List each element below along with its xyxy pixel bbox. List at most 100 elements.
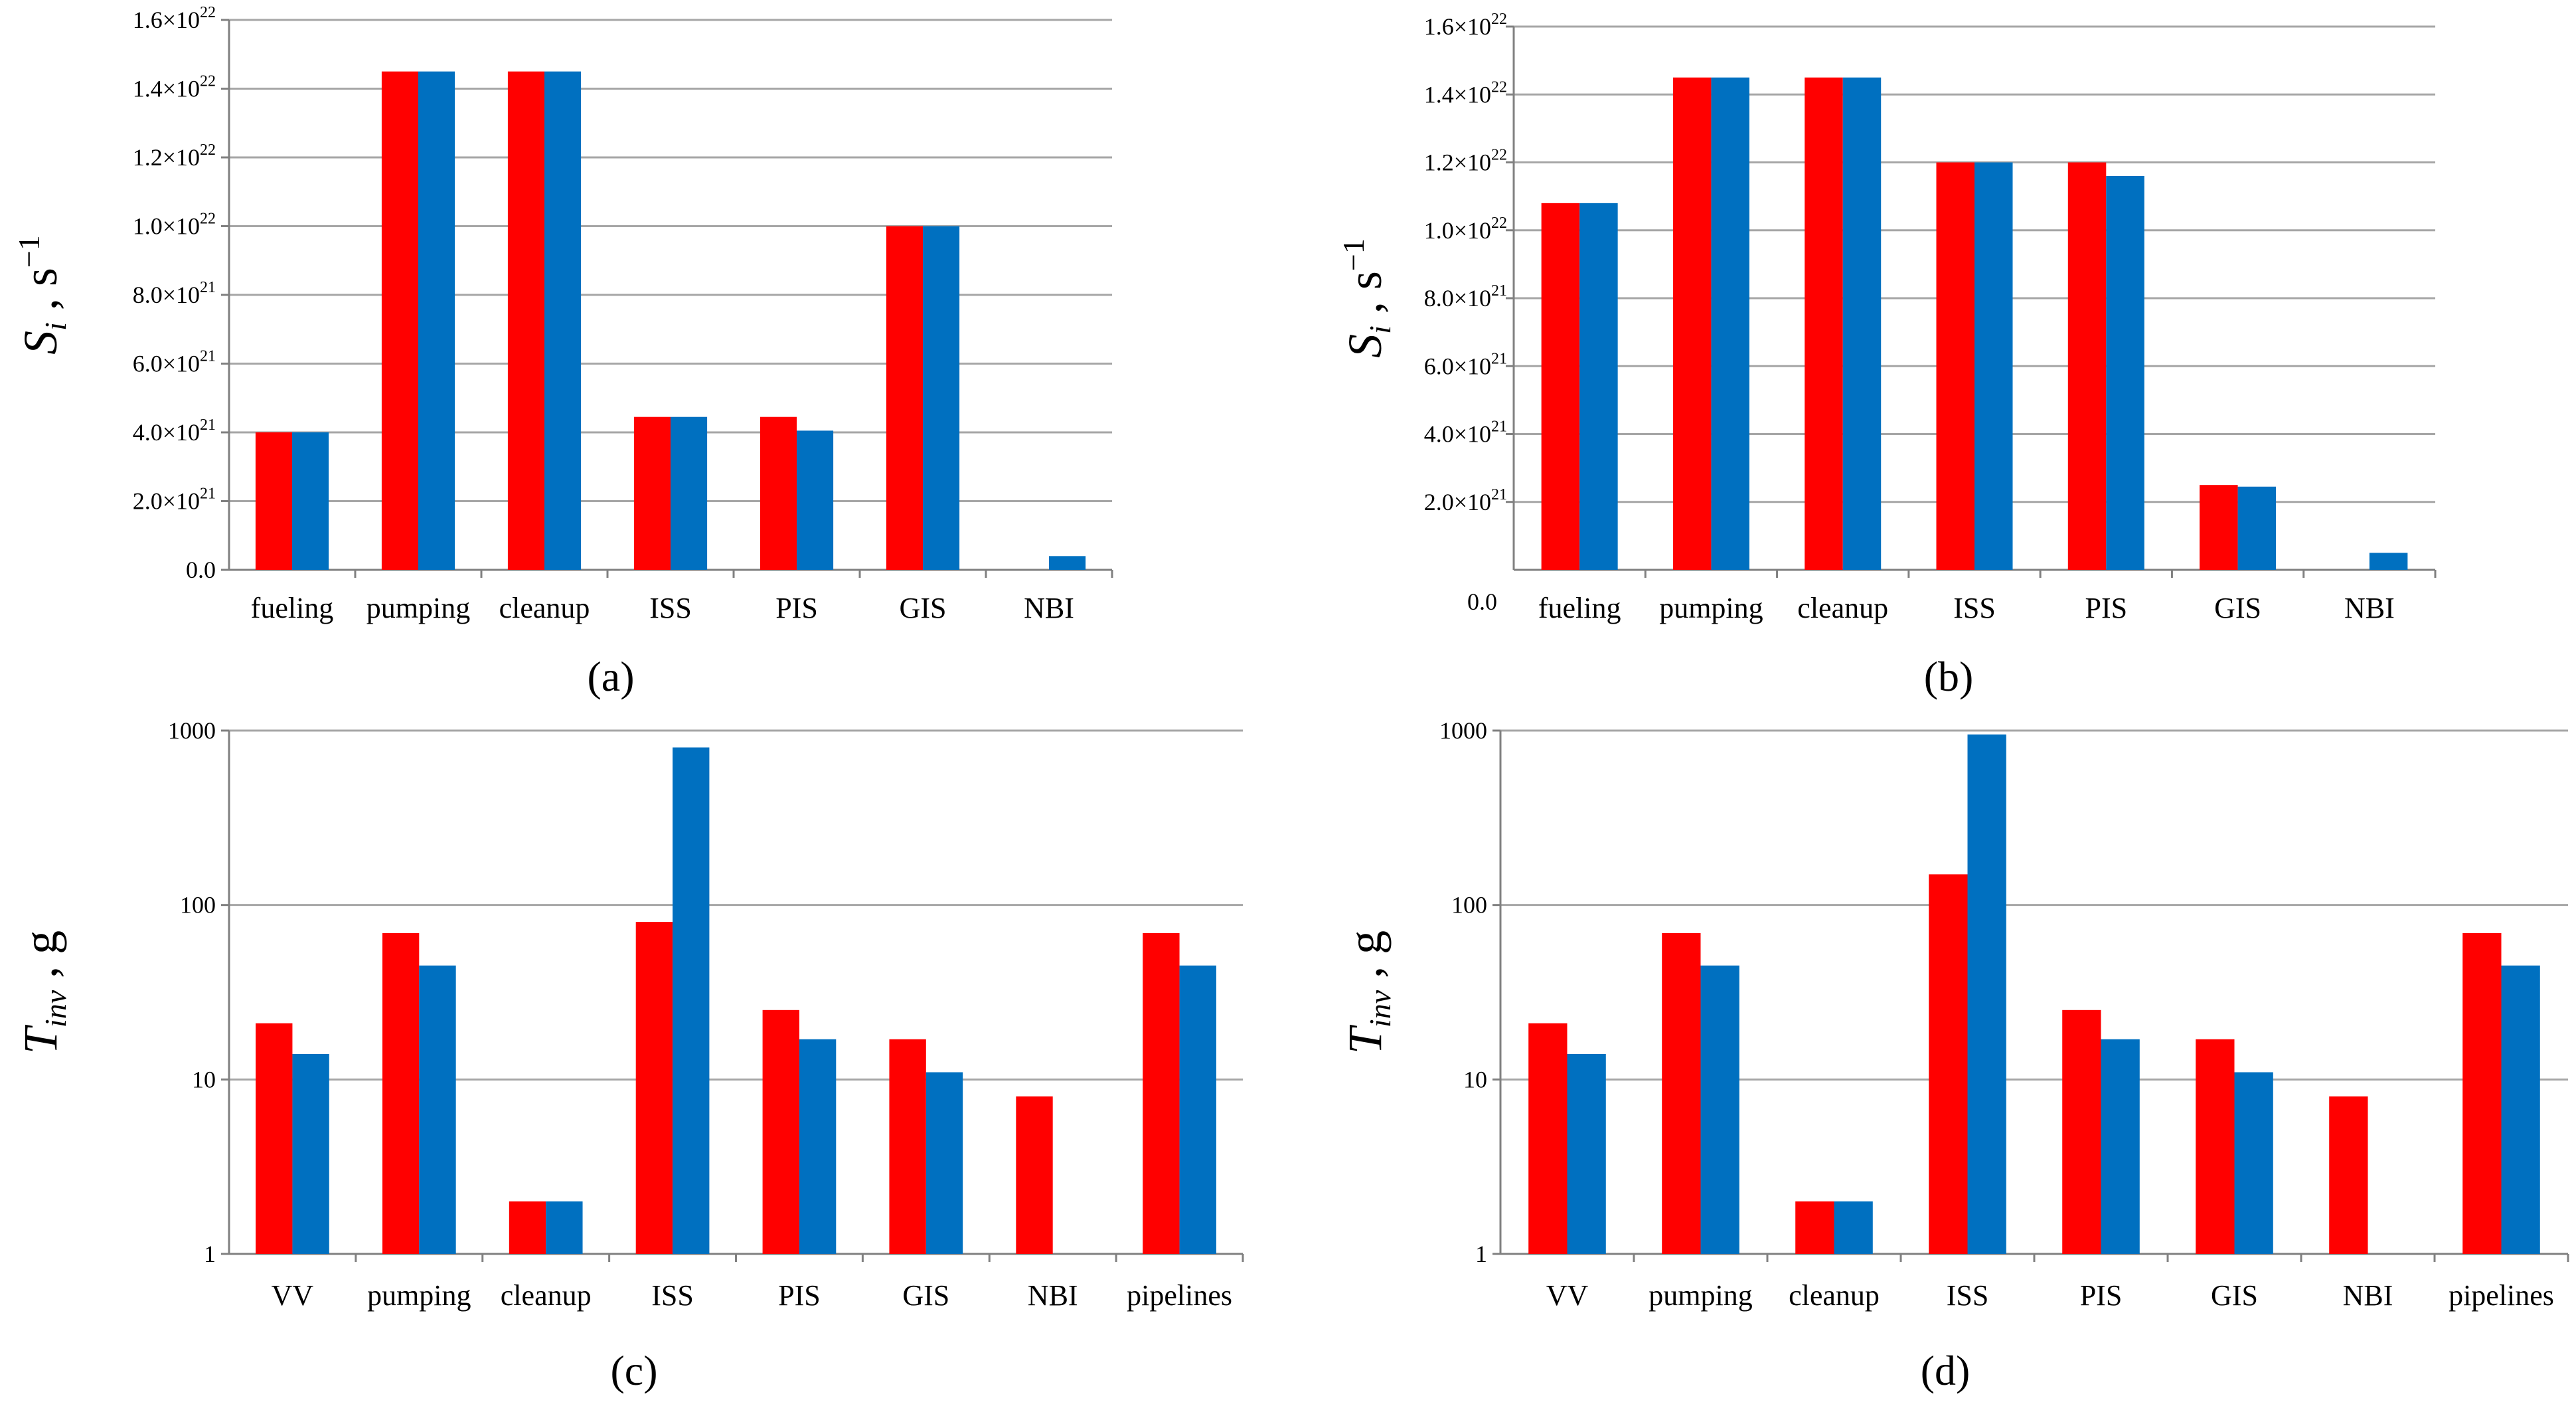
y-tick-text: 1 xyxy=(1475,1241,1487,1267)
y-tick-exponent: 21 xyxy=(200,279,216,296)
y-tick-label: 6.0×1021 xyxy=(133,348,216,377)
bar-red-pis xyxy=(2067,162,2107,570)
y-tick-text: 10 xyxy=(192,1066,216,1093)
y-tick-text: 10 xyxy=(1463,1066,1487,1093)
y-tick-mantissa: 8.0×10 xyxy=(1424,285,1491,311)
y-tick-exponent: 22 xyxy=(1491,11,1507,28)
panel-label: (a) xyxy=(587,653,634,700)
y-tick-exponent: 21 xyxy=(1491,418,1507,436)
bar-blue-pumping xyxy=(1711,77,1749,570)
y-tick-label: 1 xyxy=(1475,1241,1487,1267)
bar-red-pumping xyxy=(1672,77,1712,570)
y-tick-label: 1000 xyxy=(1439,717,1487,744)
y-tick-mantissa: 1.6×10 xyxy=(133,7,200,33)
y-tick-text: 100 xyxy=(1451,892,1487,919)
y-tick-label: 1.2×1022 xyxy=(1424,147,1507,176)
x-category-label: PIS xyxy=(775,592,818,624)
bar-red-cleanup xyxy=(1795,1201,1834,1254)
y-label-subscript: inv xyxy=(39,990,72,1027)
y-tick-exponent: 21 xyxy=(1491,486,1507,503)
bar-red-pipelines xyxy=(2462,932,2502,1254)
bar-red-vv xyxy=(1528,1023,1568,1254)
y-axis-label: Si , s−1 xyxy=(1336,238,1397,358)
x-category-label: pumping xyxy=(1659,592,1763,624)
y-tick-label: 1.0×1022 xyxy=(133,211,216,240)
panel-label: (b) xyxy=(1924,653,1974,700)
bar-blue-pis xyxy=(797,430,834,570)
x-category-label: pipelines xyxy=(2449,1279,2554,1312)
bar-red-cleanup xyxy=(509,1201,546,1254)
bar-red-pis xyxy=(760,416,797,570)
bar-blue-pumping xyxy=(419,965,456,1254)
y-tick-exponent: 21 xyxy=(200,348,216,365)
x-category-label: fueling xyxy=(251,592,334,624)
bar-red-iss xyxy=(1936,162,1974,570)
x-category-label: NBI xyxy=(1028,1279,1078,1312)
y-tick-label-zero: 0.0 xyxy=(1467,588,1497,615)
bar-blue-nbi xyxy=(1049,556,1086,570)
y-tick-label: 1.2×1022 xyxy=(133,141,216,171)
bar-blue-gis xyxy=(2237,486,2277,570)
bar-red-iss xyxy=(1929,874,1968,1254)
y-tick-label: 100 xyxy=(1451,892,1487,919)
y-tick-text: 100 xyxy=(180,892,216,919)
y-tick-mantissa: 6.0×10 xyxy=(133,351,200,377)
bar-blue-nbi xyxy=(2369,553,2408,570)
y-tick-label: 6.0×1021 xyxy=(1424,350,1507,379)
bar-blue-iss xyxy=(673,747,710,1254)
x-category-label: pipelines xyxy=(1127,1279,1232,1312)
bar-red-pumping xyxy=(382,932,420,1254)
x-category-label: fueling xyxy=(1538,592,1621,624)
bar-blue-pumping xyxy=(1700,965,1739,1254)
bar-blue-vv xyxy=(292,1053,329,1254)
y-label-subscript: inv xyxy=(1363,990,1397,1027)
y-tick-mantissa: 6.0×10 xyxy=(1424,353,1491,379)
y-tick-mantissa: 4.0×10 xyxy=(133,419,200,446)
x-category-label: ISS xyxy=(651,1279,694,1312)
bar-red-cleanup xyxy=(507,71,544,570)
y-tick-mantissa: 1.4×10 xyxy=(1424,81,1491,108)
panel-label: (c) xyxy=(610,1347,657,1394)
x-category-label: cleanup xyxy=(1789,1279,1880,1312)
y-tick-label: 1.6×1022 xyxy=(133,4,216,33)
x-category-label: PIS xyxy=(778,1279,821,1312)
y-tick-label: 1000 xyxy=(168,717,216,744)
y-tick-exponent: 22 xyxy=(1491,147,1507,164)
y-tick-label: 4.0×1021 xyxy=(133,416,216,446)
chart-panel-a: 0.02.0×10214.0×10216.0×10218.0×10211.0×1… xyxy=(12,4,1113,700)
bar-blue-iss xyxy=(671,416,708,570)
y-tick-exponent: 21 xyxy=(200,485,216,503)
y-label-symbol: S xyxy=(1338,334,1392,358)
bar-blue-iss xyxy=(1974,162,2013,570)
bar-blue-pis xyxy=(2101,1039,2140,1254)
y-tick-mantissa: 1.0×10 xyxy=(133,213,200,240)
y-label-unit: , g xyxy=(1338,930,1392,990)
y-tick-exponent: 21 xyxy=(1491,282,1507,300)
y-label-unit: , g xyxy=(14,930,67,990)
x-category-label: pumping xyxy=(367,1279,471,1312)
y-label-subscript: i xyxy=(39,322,72,331)
bar-blue-cleanup xyxy=(546,1201,583,1254)
y-tick-text: 0.0 xyxy=(186,557,216,583)
x-category-label: ISS xyxy=(1947,1279,1989,1312)
y-tick-label: 1.4×1022 xyxy=(133,73,216,102)
bar-red-pis xyxy=(762,1010,799,1254)
y-tick-label: 1.0×1022 xyxy=(1424,215,1507,244)
x-category-label: cleanup xyxy=(499,592,590,624)
chart-panel-d: 1 10 100 1000 VV pumping cleanup ISS PIS GIS NBI pi… xyxy=(1338,717,2569,1394)
y-tick-mantissa: 8.0×10 xyxy=(133,282,200,308)
bar-blue-fueling xyxy=(1579,203,1618,571)
y-label-subscript: i xyxy=(1363,325,1397,334)
x-category-label: PIS xyxy=(2085,592,2127,624)
y-tick-label: 10 xyxy=(1463,1066,1487,1093)
bar-red-iss xyxy=(633,416,671,570)
x-category-label: GIS xyxy=(2211,1279,2258,1312)
y-tick-label: 100 xyxy=(180,892,216,919)
bar-blue-fueling xyxy=(292,432,329,570)
y-tick-exponent: 21 xyxy=(200,416,216,434)
bar-blue-gis xyxy=(926,1072,963,1254)
y-tick-label: 2.0×1021 xyxy=(133,485,216,515)
y-tick-label: 1 xyxy=(204,1241,216,1267)
bar-red-iss xyxy=(635,922,673,1254)
bar-red-nbi xyxy=(1016,1096,1053,1254)
